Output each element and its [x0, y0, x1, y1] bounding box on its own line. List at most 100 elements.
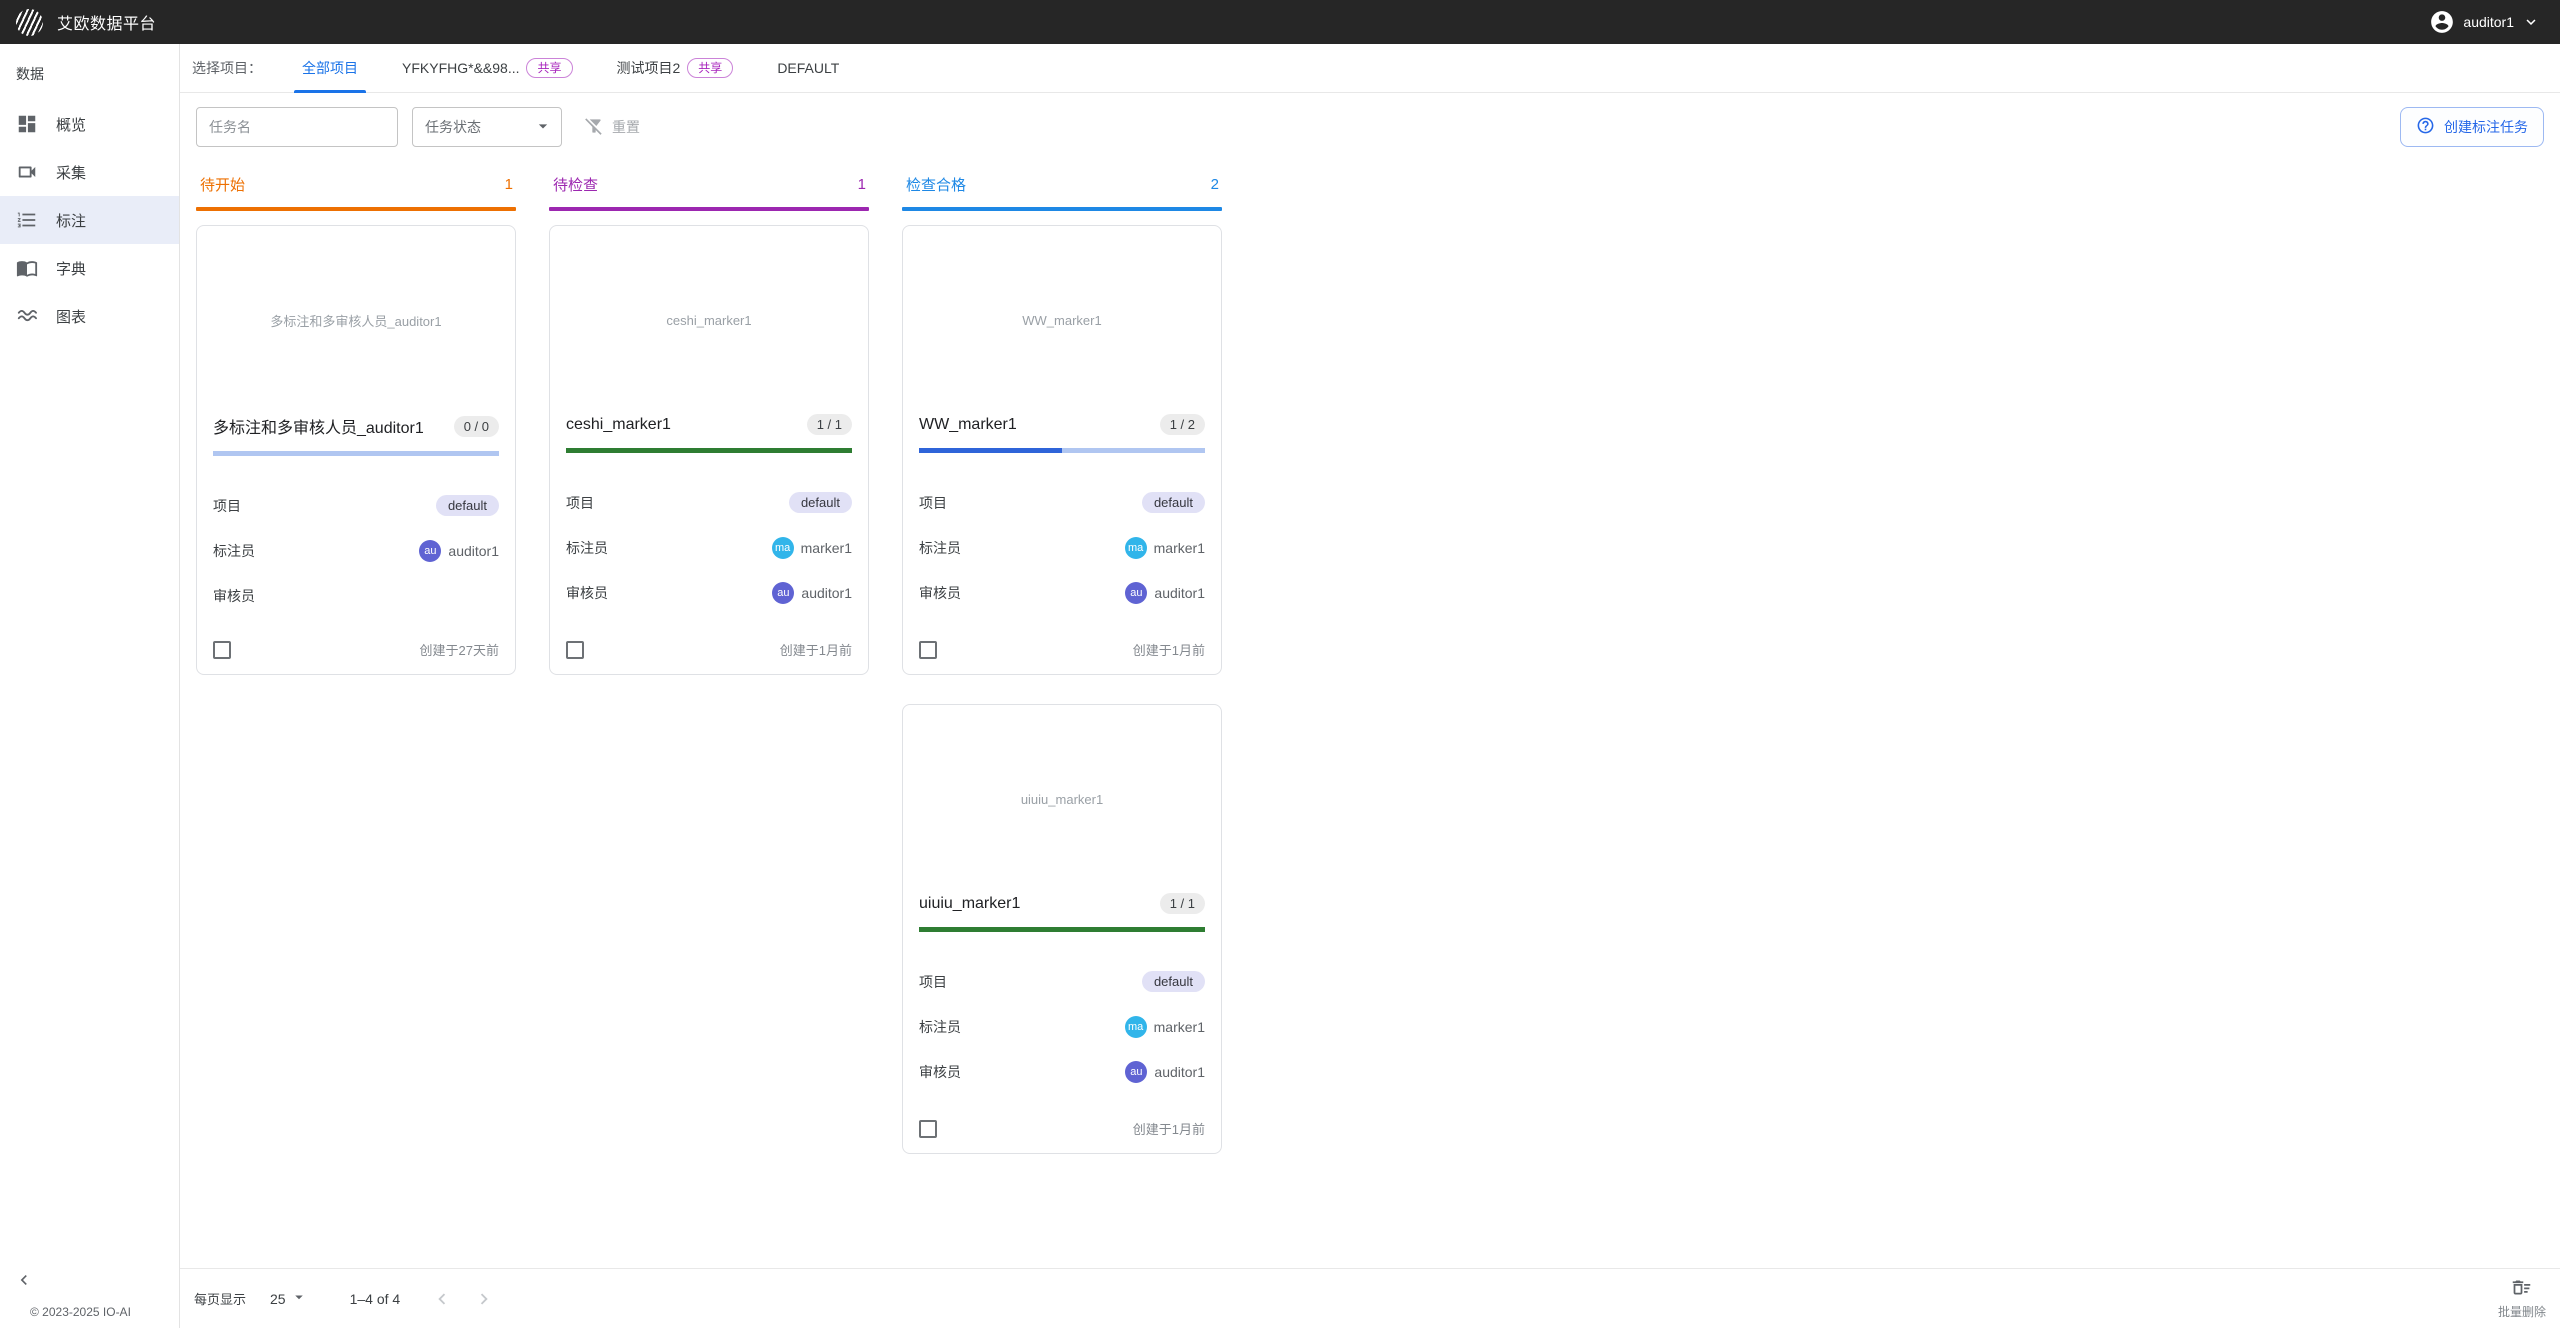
auditor-label: 审核员 [919, 1063, 961, 1080]
avatar: au [772, 581, 795, 604]
person-value: ma marker1 [771, 536, 852, 559]
task-name-input[interactable] [196, 107, 398, 147]
column-underline [902, 207, 1222, 211]
project-tab-list: 全部项目 YFKYFHG*&&98... 共享 测试项目2 共享 DEFAULT [288, 44, 853, 93]
kanban-column-待开始: 待开始 1 多标注和多审核人员_auditor1 多标注和多审核人员_auditor1… [196, 171, 516, 704]
previous-page-button[interactable] [428, 1285, 456, 1313]
auditor-label: 审核员 [566, 584, 608, 601]
person-value: au auditor1 [1125, 1060, 1205, 1083]
card-title-row: ceshi_marker1 1 / 1 [550, 414, 868, 435]
dashboard-icon [16, 113, 38, 135]
card-field-row: 标注员 ma marker1 [550, 525, 868, 570]
reset-label: 重置 [612, 119, 640, 135]
card-thumbnail-text: ceshi_marker1 [666, 312, 752, 328]
sidebar-item-标注[interactable]: 标注 [0, 196, 179, 244]
auditor-label: 审核员 [919, 584, 961, 601]
auditor-label: 审核员 [213, 587, 255, 604]
reset-filter-button[interactable]: 重置 [584, 116, 640, 139]
avatar: ma [1124, 536, 1147, 559]
column-title: 检查合格 [906, 176, 967, 194]
column-count: 1 [857, 175, 866, 193]
next-page-button[interactable] [470, 1285, 498, 1313]
card-checkbox[interactable] [919, 1119, 937, 1138]
column-count: 2 [1210, 175, 1219, 193]
main-content: 选择项目： 全部项目 YFKYFHG*&&98... 共享 测试项目2 共享 DEFAUL… [180, 44, 2560, 1268]
create-button-label: 创建标注任务 [2444, 119, 2528, 135]
card-footer: 创建于27天前 [197, 640, 515, 674]
project-tab-label: 全部项目 [302, 60, 358, 76]
card-title: ceshi_marker1 [566, 415, 671, 433]
card-fields: 项目 default 标注员 ma marker1 审核员 au auditor1 [903, 959, 1221, 1094]
person-name: marker1 [1153, 1018, 1205, 1035]
project-tab[interactable]: 全部项目 [288, 44, 372, 93]
task-card[interactable]: WW_marker1 WW_marker1 1 / 2 项目 default 标注员 ma m… [902, 225, 1222, 675]
column-underline [549, 207, 869, 211]
card-fields: 项目 default 标注员 ma marker1 审核员 au auditor1 [903, 480, 1221, 615]
column-header: 待开始 1 [196, 171, 516, 197]
user-menu[interactable]: auditor1 [2429, 9, 2540, 35]
rows-per-page-label: 每页显示 [194, 1292, 247, 1307]
avatar: ma [1124, 1015, 1147, 1038]
project-tabs: 选择项目： 全部项目 YFKYFHG*&&98... 共享 测试项目2 共享 DEFAUL… [180, 44, 2560, 93]
pagination-range: 1–4 of 4 [349, 1290, 401, 1307]
person-name: auditor1 [1154, 584, 1205, 601]
task-card[interactable]: uiuiu_marker1 uiuiu_marker1 1 / 1 项目 default… [902, 704, 1222, 1154]
card-title: 多标注和多审核人员_auditor1 [213, 420, 424, 437]
marker-label: 标注员 [919, 1018, 961, 1035]
card-progress-fill [919, 448, 1062, 453]
sidebar-item-概览[interactable]: 概览 [0, 100, 179, 148]
sidebar-item-图表[interactable]: 图表 [0, 292, 179, 340]
card-field-row: 项目 default [903, 480, 1221, 525]
project-tab[interactable]: DEFAULT [763, 44, 853, 92]
card-field-row: 审核员 au auditor1 [550, 570, 868, 615]
card-checkbox[interactable] [919, 640, 937, 659]
card-count-badge: 1 / 1 [1159, 893, 1205, 914]
card-thumbnail-text: 多标注和多审核人员_auditor1 [270, 313, 442, 329]
account-circle-icon [2429, 9, 2455, 35]
card-created-text: 创建于1月前 [1132, 643, 1205, 658]
copyright-text: © 2023-2025 IO-AI [30, 1305, 131, 1319]
filter-toolbar: 任务状态 重置 创建标注任务 [180, 107, 2560, 147]
help-circle-icon [2416, 116, 2435, 138]
column-header: 检查合格 2 [902, 171, 1222, 197]
card-count-badge: 0 / 0 [453, 415, 499, 437]
pagination-bar: 每页显示 25 1–4 of 4 批量删除 [180, 1268, 2560, 1328]
task-card[interactable]: ceshi_marker1 ceshi_marker1 1 / 1 项目 default… [549, 225, 869, 675]
task-status-select[interactable]: 任务状态 [412, 107, 562, 147]
caret-down-icon [290, 1288, 308, 1309]
rows-per-page-select[interactable]: 25 [270, 1288, 308, 1309]
card-title-row: WW_marker1 1 / 2 [903, 414, 1221, 435]
project-tab[interactable]: YFKYFHG*&&98... 共享 [388, 44, 587, 92]
card-title: uiuiu_marker1 [919, 894, 1021, 912]
project-label: 项目 [919, 494, 947, 511]
sidebar-item-字典[interactable]: 字典 [0, 244, 179, 292]
sidebar-collapse-button[interactable] [12, 1268, 36, 1292]
card-field-row: 项目 default [903, 959, 1221, 1004]
card-count-badge: 1 / 1 [806, 414, 852, 435]
card-title-row: 多标注和多审核人员_auditor1 0 / 0 [197, 414, 515, 438]
project-tab-label: YFKYFHG*&&98... [402, 60, 520, 76]
marker-label: 标注员 [566, 539, 608, 556]
card-thumbnail: WW_marker1 [903, 226, 1221, 414]
project-chip: default [1141, 971, 1205, 992]
sidebar-item-label: 图表 [56, 308, 87, 326]
card-progress-fill [919, 927, 1205, 932]
sidebar-item-采集[interactable]: 采集 [0, 148, 179, 196]
card-checkbox[interactable] [566, 640, 584, 659]
card-field-row: 标注员 ma marker1 [903, 525, 1221, 570]
avatar: au [1125, 1060, 1148, 1083]
chevron-down-icon [2522, 13, 2540, 31]
person-value: au auditor1 [1125, 581, 1205, 604]
card-checkbox[interactable] [213, 640, 231, 659]
create-annotation-task-button[interactable]: 创建标注任务 [2400, 107, 2544, 147]
card-progress-bar [213, 451, 499, 456]
card-fields: 项目 default 标注员 au auditor1 审核员 [197, 483, 515, 618]
person-value: ma marker1 [1124, 536, 1205, 559]
task-card[interactable]: 多标注和多审核人员_auditor1 多标注和多审核人员_auditor1 0 / … [196, 225, 516, 675]
kanban-column-检查合格: 检查合格 2 WW_marker1 WW_marker1 1 / 2 项目 default 标… [902, 171, 1222, 1183]
card-thumbnail: 多标注和多审核人员_auditor1 [197, 226, 515, 414]
card-field-row: 标注员 au auditor1 [197, 528, 515, 573]
batch-delete-button[interactable]: 批量删除 [2498, 1277, 2546, 1320]
project-tab[interactable]: 测试项目2 共享 [603, 44, 748, 92]
sidebar-item-label: 概览 [56, 116, 87, 134]
